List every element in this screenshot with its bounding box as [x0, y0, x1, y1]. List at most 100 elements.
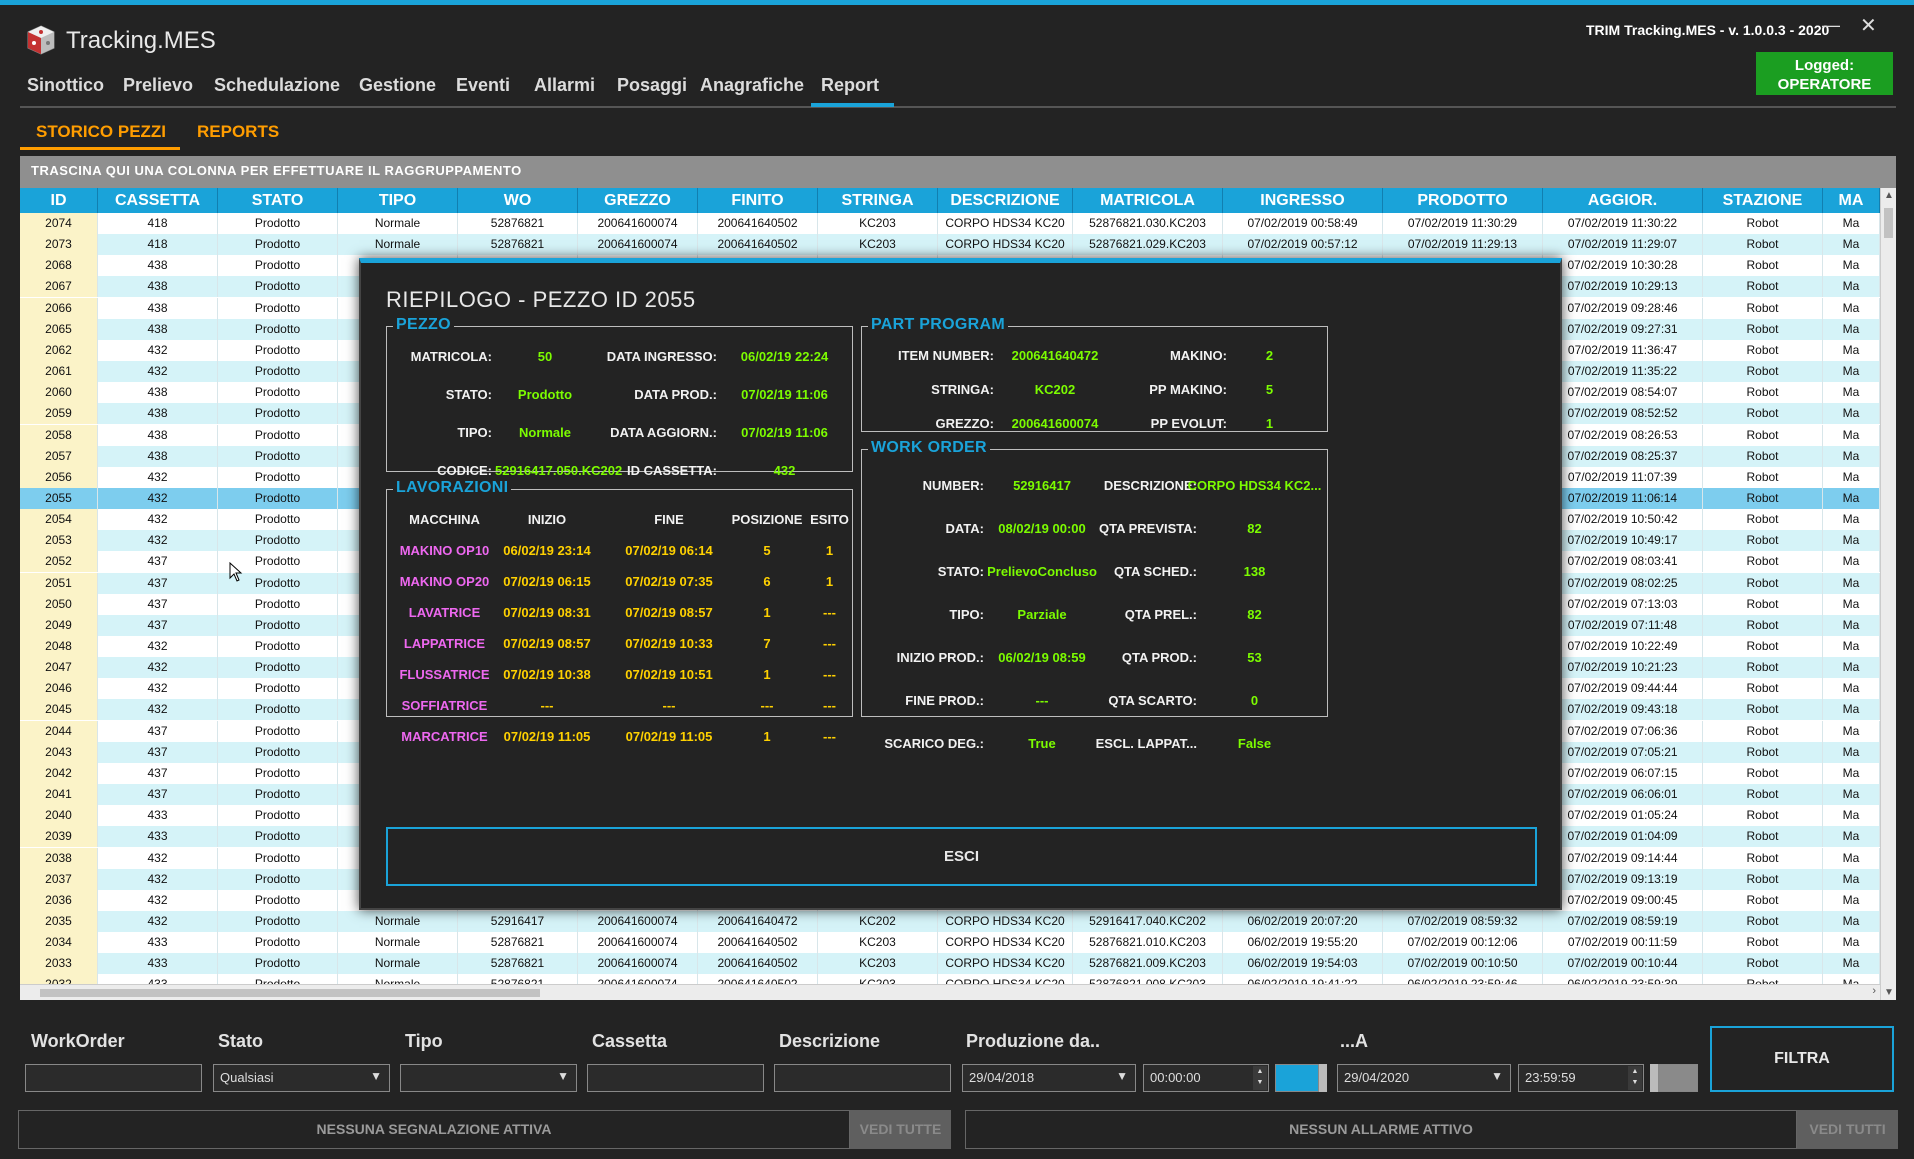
group-by-drop-area[interactable]: TRASCINA QUI UNA COLONNA PER EFFETTUARE …: [20, 156, 1896, 188]
column-header-descrizione[interactable]: DESCRIZIONE: [938, 188, 1073, 213]
minimize-icon[interactable]: —: [1822, 15, 1840, 35]
close-icon[interactable]: ✕: [1860, 15, 1877, 37]
column-header-matricola[interactable]: MATRICOLA: [1073, 188, 1223, 213]
cassetta-field[interactable]: [587, 1064, 764, 1092]
cell-ma: Ma: [1823, 339, 1880, 361]
nav-report[interactable]: Report: [821, 75, 879, 95]
column-header-stazione[interactable]: STAZIONE: [1703, 188, 1823, 213]
horizontal-scrollbar[interactable]: ›: [20, 984, 1880, 1000]
time-spinner-icon[interactable]: ▲ ▼: [1253, 1066, 1267, 1090]
column-header-wo[interactable]: WO: [458, 188, 578, 213]
work-order-panel: WORK ORDER NUMBER: 52916417 DESCRIZIONE: CO…: [861, 439, 1328, 751]
chevron-down-icon[interactable]: ▼: [557, 1069, 569, 1083]
version-label: TRIM Tracking.MES - v. 1.0.0.3 - 2020: [1586, 22, 1830, 38]
vertical-scroll-thumb[interactable]: [1884, 208, 1893, 238]
cell-stato: Prodotto: [218, 910, 338, 932]
tipo-select[interactable]: ▼: [400, 1064, 577, 1092]
table-row[interactable]: 2033 433 Prodotto Normale 52876821 2006416000…: [20, 953, 1880, 975]
table-row[interactable]: 2074 418 Prodotto Normale 52876821 2006416000…: [20, 213, 1880, 234]
table-row[interactable]: 2034 433 Prodotto Normale 52876821 2006416000…: [20, 932, 1880, 954]
chevron-down-icon[interactable]: ▼: [370, 1069, 382, 1083]
stato-select[interactable]: Qualsiasi ▼: [213, 1064, 390, 1092]
column-header-grezzo[interactable]: GREZZO: [578, 188, 698, 213]
cell-stazione: Robot: [1703, 741, 1823, 763]
color-swatch-to-handle[interactable]: [1650, 1064, 1658, 1092]
nav-posaggi[interactable]: Posaggi: [617, 75, 688, 95]
column-header-cassetta[interactable]: CASSETTA: [98, 188, 218, 213]
column-header-stringa[interactable]: STRINGA: [818, 188, 938, 213]
cell-cassetta: 432: [98, 509, 218, 531]
column-header-prodotto[interactable]: PRODOTTO: [1383, 188, 1543, 213]
color-swatch-from-handle[interactable]: [1319, 1064, 1327, 1092]
cell-stato: Prodotto: [218, 805, 338, 827]
vertical-scrollbar[interactable]: ▲ ▼: [1880, 188, 1896, 1000]
cell-stato: Prodotto: [218, 466, 338, 488]
nav-gestione[interactable]: Gestione: [359, 75, 437, 95]
allarmi-status: NESSUN ALLARME ATTIVO: [965, 1110, 1797, 1149]
lavorazione-value: 06/02/19 23:14: [503, 543, 591, 558]
workorder-field[interactable]: [25, 1064, 202, 1092]
column-header-ingresso[interactable]: INGRESSO: [1223, 188, 1383, 213]
pezzo-field-label: DATA PROD.:: [634, 387, 717, 402]
pezzo-field-value: 07/02/19 11:06: [741, 387, 828, 402]
cell-aggior: 07/02/2019 08:52:52: [1543, 403, 1703, 425]
column-header-ma[interactable]: MA: [1823, 188, 1880, 213]
produzione-da-date-picker[interactable]: 29/04/2018 ▼: [962, 1064, 1136, 1092]
lavorazione-value: 5: [763, 543, 771, 558]
horizontal-scroll-thumb[interactable]: [40, 989, 540, 997]
lavorazioni-column-header: MACCHINA: [409, 512, 480, 527]
filtra-button[interactable]: FILTRA: [1710, 1026, 1894, 1092]
table-row[interactable]: 2073 418 Prodotto Normale 52876821 2006416000…: [20, 234, 1880, 256]
work-order-field-value: CORPO HDS34 KC2...: [1187, 478, 1322, 493]
cell-cassetta: 437: [98, 762, 218, 784]
tab-reports[interactable]: REPORTS: [197, 122, 280, 141]
chevron-down-icon[interactable]: ▼: [1116, 1069, 1128, 1083]
cell-aggior: 07/02/2019 10:30:28: [1543, 255, 1703, 277]
scroll-down-icon[interactable]: ▼: [1884, 987, 1894, 998]
work-order-field-label: QTA PREL.:: [1124, 607, 1197, 622]
column-header-aggior[interactable]: AGGIOR.: [1543, 188, 1703, 213]
cell-aggior: 07/02/2019 06:06:01: [1543, 784, 1703, 806]
chevron-down-icon[interactable]: ▼: [1491, 1069, 1503, 1083]
vedi-tutte-button[interactable]: VEDI TUTTE: [850, 1110, 951, 1149]
nav-schedulazione[interactable]: Schedulazione: [214, 75, 341, 95]
column-header-stato[interactable]: STATO: [218, 188, 338, 213]
cell-cassetta: 433: [98, 805, 218, 827]
work-order-field-label: QTA SCARTO:: [1108, 693, 1197, 708]
nav-eventi[interactable]: Eventi: [456, 75, 511, 95]
descrizione-field[interactable]: [774, 1064, 951, 1092]
produzione-a-time-field[interactable]: 23:59:59 ▲ ▼: [1518, 1064, 1644, 1092]
table-row[interactable]: 2035 432 Prodotto Normale 52916417 2006416000…: [20, 910, 1880, 932]
column-header-id[interactable]: ID: [20, 188, 98, 213]
scroll-up-icon[interactable]: ▲: [1884, 190, 1894, 201]
nav-sinottico[interactable]: Sinottico: [27, 75, 104, 95]
nav-prelievo[interactable]: Prelievo: [123, 75, 194, 95]
cell-cassetta: 437: [98, 784, 218, 806]
cell-ma: Ma: [1823, 382, 1880, 404]
lavorazione-value: 07/02/19 11:05: [503, 729, 591, 744]
cell-stazione: Robot: [1703, 889, 1823, 911]
cell-cassetta: 432: [98, 530, 218, 552]
cell-cassetta: 433: [98, 932, 218, 954]
cell-aggior: 07/02/2019 11:36:47: [1543, 339, 1703, 361]
cell-id: 2057: [20, 445, 98, 467]
machine-name: MAKINO OP20: [399, 574, 490, 589]
work-order-field-label: NUMBER:: [922, 478, 984, 493]
scroll-right-icon[interactable]: ›: [1872, 985, 1876, 997]
nav-anagrafiche[interactable]: Anagrafiche: [700, 75, 805, 95]
column-header-tipo[interactable]: TIPO: [338, 188, 458, 213]
column-header-finito[interactable]: FINITO: [698, 188, 818, 213]
vedi-tutti-button[interactable]: VEDI TUTTI: [1797, 1110, 1898, 1149]
nav-allarmi[interactable]: Allarmi: [534, 75, 596, 95]
time-spinner-icon[interactable]: ▲ ▼: [1628, 1066, 1642, 1090]
produzione-da-time-field[interactable]: 00:00:00 ▲ ▼: [1143, 1064, 1269, 1092]
pezzo-field-value: 50: [537, 349, 553, 364]
produzione-a-date-picker[interactable]: 29/04/2020 ▼: [1337, 1064, 1511, 1092]
esci-button[interactable]: ESCI: [386, 827, 1537, 886]
color-swatch-to[interactable]: [1658, 1064, 1698, 1092]
cell-stringa: KC203: [818, 213, 938, 234]
tab-storico-pezzi[interactable]: STORICO PEZZI: [36, 122, 167, 141]
color-swatch-from[interactable]: [1275, 1064, 1319, 1092]
cell-stazione: Robot: [1703, 953, 1823, 975]
machine-name: MAKINO OP10: [399, 543, 490, 558]
